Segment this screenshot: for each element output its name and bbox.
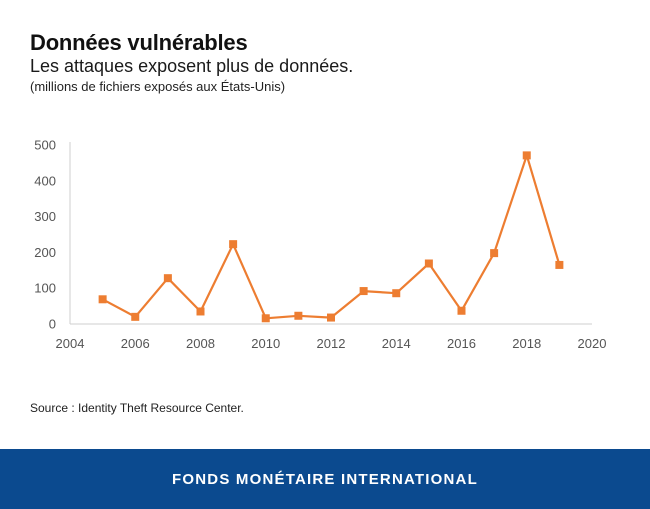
x-tick-label: 2016 [447,336,476,351]
line-chart: 0 100 200 300 400 500 2004 2006 2008 2010 2012 2014… [34,138,606,352]
series-line [102,154,561,320]
data-point [327,313,335,322]
data-point [261,314,270,323]
data-point [490,249,499,258]
data-point [196,307,205,316]
y-tick-label: 100 [34,281,56,296]
footer-label: FONDS MONÉTAIRE INTERNATIONAL [172,470,478,488]
y-tick-label: 500 [34,138,56,153]
x-tick-label: 2020 [578,336,607,351]
data-point [392,289,401,298]
chart-subtitle: Les attaques exposent plus de données. [30,56,354,76]
x-tick-label: 2012 [317,336,346,351]
data-point [457,306,466,315]
chart-units-note: (millions de fichiers exposés aux États-… [30,79,286,94]
y-tick-label: 0 [49,317,56,332]
data-point [555,260,564,269]
data-point [163,274,172,283]
data-point [131,312,140,321]
data-point [98,295,107,304]
x-tick-label: 2014 [382,336,411,351]
chart-series [98,151,564,323]
y-tick-label: 400 [34,173,56,188]
chart-axes: 0 100 200 300 400 500 2004 2006 2008 2010 2012 2014… [34,138,606,352]
x-tick-label: 2006 [121,336,150,351]
data-point [294,311,303,320]
x-tick-label: 2008 [186,336,215,351]
y-tick-label: 300 [34,209,56,224]
x-tick-label: 2010 [251,336,280,351]
data-point [229,240,238,249]
chart-title: Données vulnérables [30,30,248,55]
x-tick-label: 2018 [512,336,541,351]
source-note: Source : Identity Theft Resource Center. [30,401,244,415]
data-point [359,287,368,296]
y-tick-label: 200 [34,245,56,260]
footer-banner: FONDS MONÉTAIRE INTERNATIONAL [0,449,650,509]
data-point [424,259,433,268]
x-tick-label: 2004 [56,336,85,351]
data-point [522,151,531,160]
